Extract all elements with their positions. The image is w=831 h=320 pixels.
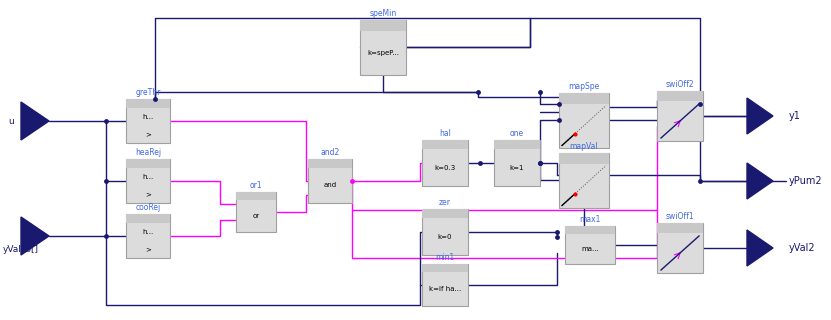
- Text: zer: zer: [439, 198, 451, 207]
- Text: ma...: ma...: [581, 246, 599, 252]
- Bar: [494, 140, 540, 186]
- Bar: [565, 226, 615, 234]
- Text: h...: h...: [142, 228, 154, 235]
- Text: one: one: [510, 129, 524, 138]
- Text: min1: min1: [435, 253, 455, 262]
- Bar: [126, 99, 170, 143]
- Text: >: >: [145, 191, 151, 197]
- Bar: [422, 140, 468, 149]
- Bar: [494, 140, 540, 149]
- Bar: [360, 20, 406, 75]
- Text: swiOff2: swiOff2: [666, 80, 695, 89]
- Text: greThr: greThr: [135, 88, 160, 97]
- Text: >: >: [145, 246, 151, 252]
- Bar: [422, 209, 468, 255]
- Bar: [422, 140, 468, 186]
- Bar: [657, 223, 703, 273]
- Text: k=0: k=0: [438, 234, 452, 240]
- Text: k=speP...: k=speP...: [367, 50, 399, 55]
- Text: and2: and2: [321, 148, 340, 157]
- Text: y1: y1: [789, 111, 801, 121]
- Polygon shape: [21, 102, 49, 140]
- Polygon shape: [21, 217, 49, 255]
- Bar: [657, 223, 703, 233]
- Bar: [559, 92, 609, 103]
- Bar: [308, 159, 352, 168]
- Bar: [308, 159, 352, 203]
- Text: yPum2: yPum2: [789, 176, 823, 186]
- Polygon shape: [747, 230, 773, 266]
- Bar: [422, 209, 468, 218]
- Text: mapSpe: mapSpe: [568, 82, 600, 91]
- Text: u: u: [8, 116, 14, 125]
- Text: max1: max1: [579, 215, 601, 224]
- Text: swiOff1: swiOff1: [666, 212, 695, 221]
- Bar: [126, 159, 170, 203]
- Bar: [360, 20, 406, 30]
- Bar: [565, 226, 615, 264]
- Text: >: >: [145, 131, 151, 137]
- Bar: [559, 153, 609, 164]
- Bar: [559, 153, 609, 207]
- Text: k=0.3: k=0.3: [435, 164, 455, 171]
- Text: yVal2: yVal2: [789, 243, 815, 253]
- Text: speMin: speMin: [369, 9, 396, 18]
- Text: h...: h...: [142, 174, 154, 180]
- Text: mapVal: mapVal: [570, 141, 598, 150]
- Text: cooRej: cooRej: [135, 203, 160, 212]
- Text: h...: h...: [142, 114, 154, 120]
- Bar: [559, 92, 609, 148]
- Bar: [657, 91, 703, 141]
- Text: heaRej: heaRej: [135, 148, 161, 157]
- Bar: [657, 91, 703, 101]
- Bar: [236, 192, 276, 232]
- Text: and: and: [323, 182, 337, 188]
- Polygon shape: [747, 98, 773, 134]
- Text: or1: or1: [249, 181, 263, 190]
- Bar: [422, 264, 468, 272]
- Bar: [422, 264, 468, 306]
- Text: k=if ha...: k=if ha...: [429, 286, 461, 292]
- Text: k=1: k=1: [509, 164, 524, 171]
- Bar: [126, 214, 170, 223]
- Bar: [126, 214, 170, 258]
- Text: or: or: [253, 213, 259, 219]
- Bar: [126, 99, 170, 108]
- Text: hal: hal: [439, 129, 451, 138]
- Polygon shape: [747, 163, 773, 199]
- Text: yVaIso[]: yVaIso[]: [3, 244, 39, 253]
- Bar: [126, 159, 170, 168]
- Bar: [236, 192, 276, 200]
